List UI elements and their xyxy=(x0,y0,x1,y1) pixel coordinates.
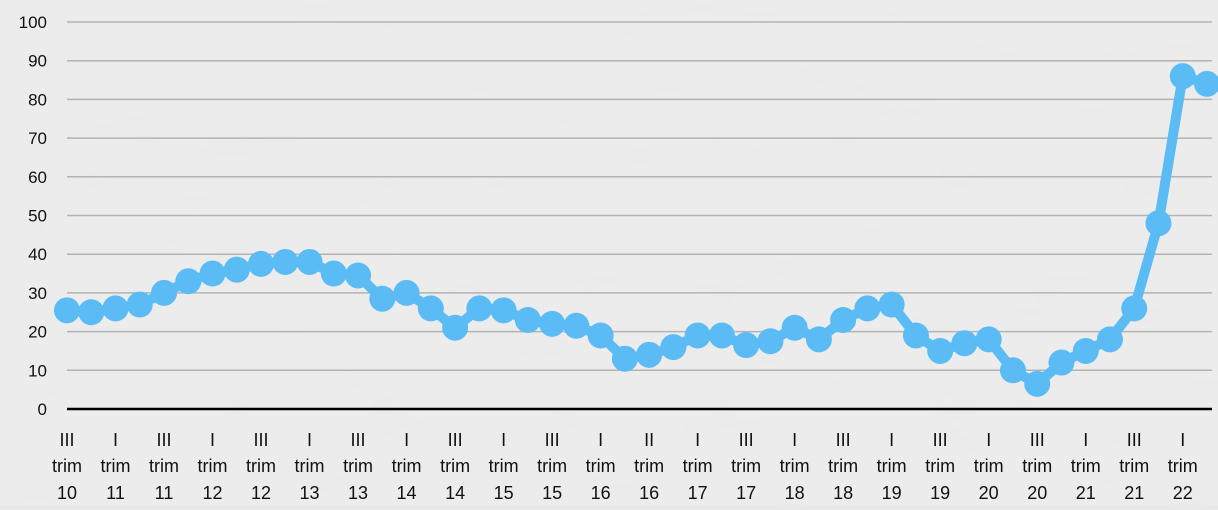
data-point xyxy=(442,314,469,341)
data-point xyxy=(1145,210,1172,237)
data-point xyxy=(369,285,396,312)
data-point xyxy=(757,328,784,355)
data-point xyxy=(830,306,857,333)
y-axis-ticks: 0 10 20 30 40 50 60 70 80 90 100 xyxy=(19,13,47,419)
data-point xyxy=(1194,70,1218,97)
data-point xyxy=(78,299,105,326)
y-tick-label: 10 xyxy=(28,361,47,380)
data-point xyxy=(1121,295,1148,322)
x-tick-label: III trim 15 xyxy=(537,430,567,503)
y-tick-label: 60 xyxy=(28,168,47,187)
y-tick-label: 70 xyxy=(28,129,47,148)
y-tick-label: 0 xyxy=(38,400,47,419)
data-point xyxy=(999,357,1026,384)
y-tick-label: 30 xyxy=(28,284,47,303)
data-point xyxy=(878,291,905,318)
data-point xyxy=(636,341,663,368)
y-tick-label: 80 xyxy=(28,90,47,109)
data-point xyxy=(1048,349,1075,376)
data-series xyxy=(54,63,1218,397)
data-point xyxy=(781,314,808,341)
data-point xyxy=(684,322,711,349)
data-point xyxy=(466,295,493,322)
y-tick-label: 40 xyxy=(28,245,47,264)
gridlines xyxy=(67,21,1212,372)
data-point xyxy=(272,248,299,275)
x-tick-label: III trim 10 xyxy=(52,430,82,503)
data-point xyxy=(54,297,80,324)
x-tick-label: III trim 14 xyxy=(440,430,470,503)
data-point xyxy=(927,337,954,364)
data-point xyxy=(1096,326,1123,353)
data-point xyxy=(248,250,275,277)
x-tick-label: III trim 13 xyxy=(343,430,373,503)
data-point xyxy=(514,306,541,333)
x-tick-label: II trim 16 xyxy=(634,430,664,503)
y-tick-label: 100 xyxy=(19,13,47,32)
x-tick-label: III trim 20 xyxy=(1022,430,1052,503)
data-point xyxy=(345,262,372,289)
data-point xyxy=(102,295,129,322)
y-tick-label: 20 xyxy=(28,323,47,342)
data-point xyxy=(902,322,929,349)
data-point xyxy=(175,268,202,295)
x-tick-label: III trim 19 xyxy=(925,430,955,503)
data-point xyxy=(951,330,978,357)
data-point xyxy=(1072,337,1099,364)
data-point xyxy=(126,291,153,318)
data-point xyxy=(733,332,760,359)
data-point xyxy=(611,345,638,372)
y-tick-label: 50 xyxy=(28,207,47,226)
data-point xyxy=(296,248,323,275)
data-point xyxy=(490,297,517,324)
data-point xyxy=(587,322,614,349)
data-point xyxy=(1169,63,1196,90)
data-point xyxy=(975,326,1002,353)
y-tick-label: 90 xyxy=(28,52,47,71)
data-point xyxy=(151,279,178,306)
data-point xyxy=(805,326,832,353)
data-point xyxy=(539,310,566,337)
data-point xyxy=(393,279,420,306)
data-point xyxy=(660,334,687,361)
data-point xyxy=(417,295,444,322)
x-tick-label: III trim 18 xyxy=(828,430,858,503)
data-point xyxy=(854,295,881,322)
x-tick-label: III trim 11 xyxy=(149,430,179,503)
data-point xyxy=(563,312,590,339)
data-point xyxy=(199,260,226,287)
data-point xyxy=(1024,370,1051,397)
x-tick-label: III trim 12 xyxy=(246,430,276,503)
data-point xyxy=(708,322,735,349)
x-tick-label: III trim 17 xyxy=(731,430,761,503)
data-point xyxy=(223,256,250,283)
x-tick-label: III trim 21 xyxy=(1119,430,1149,503)
x-axis-ticks: III trim 10 I trim 11 III trim 11 I trim 12 III trim 1… xyxy=(52,430,1198,503)
data-point xyxy=(320,260,347,287)
